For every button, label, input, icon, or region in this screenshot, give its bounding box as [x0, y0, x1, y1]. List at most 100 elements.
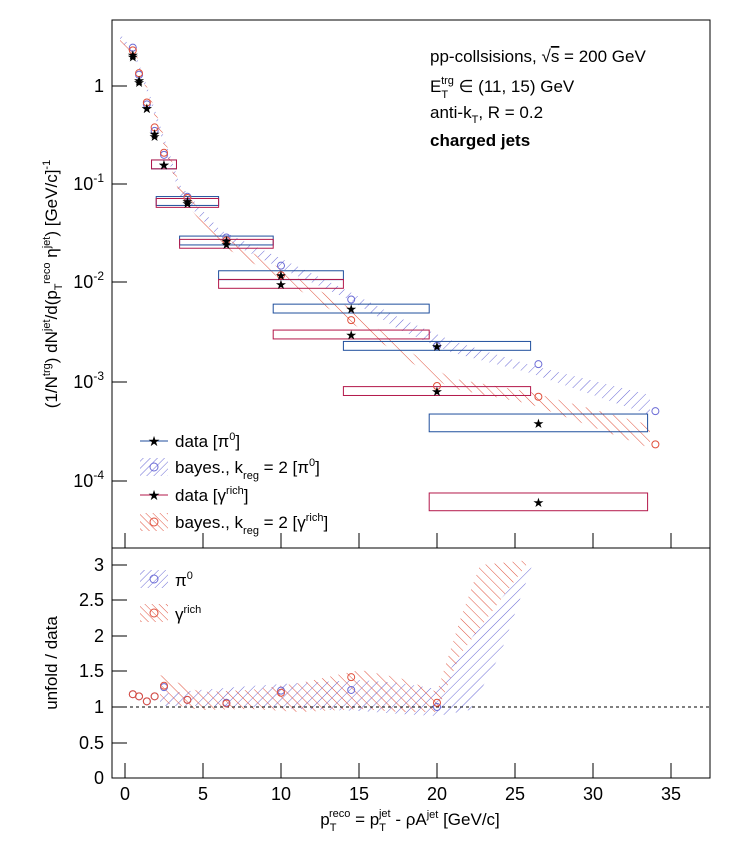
ratio-point: [222, 699, 231, 708]
unfold-point: [150, 126, 159, 135]
ytick-label: 2: [94, 626, 104, 646]
title-line-3: anti-kT, R = 0.2: [430, 103, 543, 126]
x-tick-labels: 0 5 10 15 20 25 30 35: [120, 784, 681, 804]
unfold-point: [277, 271, 285, 280]
ratio-point: [433, 698, 441, 707]
data-point: ★: [182, 196, 194, 211]
xtick-label: 0: [120, 784, 130, 804]
ytick-label: 3: [94, 555, 104, 575]
legend-entry-bayes-pi0: bayes., kreg = 2 [π0]: [175, 457, 320, 482]
legend-entry-data-pi0: data [π0]: [175, 431, 240, 451]
systematic-box: [218, 278, 344, 289]
bottom-panel: 0 0.5 1 1.5 2 2.5 3 unfold / data π0 γri…: [42, 547, 711, 788]
data-point: ★: [431, 339, 443, 354]
data-point: ★: [133, 75, 145, 90]
top-legend: ★ data [π0] bayes., kreg = 2 [π0] ★ data…: [140, 431, 328, 537]
xtick-label: 30: [583, 784, 603, 804]
data-point: ★: [345, 328, 357, 343]
systematic-box: [155, 197, 220, 208]
data-point: ★: [345, 302, 357, 317]
unfold-point: [222, 233, 231, 242]
data-point: ★: [127, 47, 139, 62]
data-point: ★: [431, 384, 443, 399]
unfold-point: [433, 341, 441, 350]
unfold-point: [534, 360, 543, 369]
legend-swatch-red: [140, 604, 168, 622]
ytick-label: 10-2: [73, 269, 104, 292]
ytick-label: 2.5: [79, 590, 104, 610]
bottom-y-axis: [112, 564, 127, 779]
unfold-point: [142, 98, 151, 107]
unfold-point: [160, 150, 168, 159]
legend-star: ★: [148, 433, 161, 449]
title-line-2: ETtrg ∈ (11, 15) GeV: [430, 75, 575, 101]
top-y-label: (1/Ntrg) dNjet/d(pTreco ηjet) [GeV/c]-1: [41, 160, 65, 408]
top-x-ticks: [124, 533, 672, 548]
unfold-point: [150, 123, 159, 132]
gamma-ratio-band: [160, 560, 530, 712]
systematic-box: [428, 413, 649, 433]
xtick-label: 25: [505, 784, 525, 804]
legend-swatch-blue: [140, 458, 168, 476]
xtick-label: 20: [427, 784, 447, 804]
legend-swatch-red: [140, 513, 168, 531]
ytick-label: 0: [94, 768, 104, 788]
unfold-point: [222, 236, 231, 245]
ytick-label: 1: [94, 76, 104, 96]
data-point: ★: [149, 126, 161, 141]
legend-entry-pi0: π0: [175, 570, 193, 590]
data-point: ★: [182, 194, 194, 209]
unfold-point: [534, 392, 543, 401]
data-point: ★: [158, 157, 170, 172]
systematic-box: [272, 329, 430, 340]
bottom-x-ticks: [124, 763, 672, 778]
top-bands: [120, 34, 650, 448]
xtick-label: 35: [661, 784, 681, 804]
ratio-point: [150, 692, 159, 701]
ytick-label: 10-3: [73, 369, 104, 392]
unfold-point: [135, 69, 144, 78]
data-point: ★: [141, 101, 153, 116]
xtick-label: 5: [198, 784, 208, 804]
bottom-legend: π0 γrich: [140, 570, 201, 624]
data-point: ★: [221, 237, 233, 252]
ytick-label: 1.5: [79, 661, 104, 681]
data-point: ★: [141, 101, 153, 116]
data-point: ★: [158, 157, 170, 172]
unfold-point: [433, 382, 441, 391]
unfold-point: [183, 193, 192, 202]
bottom-y-label: unfold / data: [42, 616, 61, 710]
x-axis-label: pTreco = pTjet - ρAjet [GeV/c]: [320, 808, 500, 834]
systematic-box: [342, 386, 532, 396]
ytick-label: 10-1: [73, 171, 104, 194]
ratio-point: [142, 697, 151, 706]
ratio-point: [347, 685, 356, 694]
bottom-bands: [160, 560, 533, 716]
ytick-label: 10-4: [73, 468, 104, 491]
bottom-ytick-labels: 0 0.5 1 1.5 2 2.5 3: [79, 555, 104, 788]
ratio-point: [433, 703, 441, 711]
legend-entry-gamma: γrich: [175, 604, 201, 624]
bottom-frame: [111, 547, 711, 779]
ratio-point: [183, 695, 192, 704]
top-data: ★★★★★★★★★★★★★★★★★★★★★★: [127, 43, 660, 512]
legend-swatch-blue: [140, 570, 168, 588]
data-point: ★: [127, 49, 139, 64]
ratio-point: [135, 692, 144, 701]
legend-entry-bayes-gamma: bayes., kreg = 2 [γrich]: [175, 512, 328, 537]
unfold-point: [347, 316, 356, 325]
unfold-point: [128, 43, 137, 52]
ratio-point: [347, 673, 356, 682]
ratio-point: [277, 688, 285, 697]
legend-star: ★: [148, 487, 161, 503]
ratio-point: [277, 686, 285, 695]
legend-entry-data-gamma: data [γrich]: [175, 485, 249, 505]
systematic-box: [179, 238, 274, 249]
systematic-box: [428, 492, 649, 512]
unfold-point: [651, 440, 660, 449]
data-point: ★: [221, 234, 233, 249]
title-line-4: charged jets: [430, 131, 530, 150]
top-y-axis: 1 10-1 10-2 10-3 10-4: [73, 76, 127, 491]
data-point: ★: [275, 268, 287, 283]
